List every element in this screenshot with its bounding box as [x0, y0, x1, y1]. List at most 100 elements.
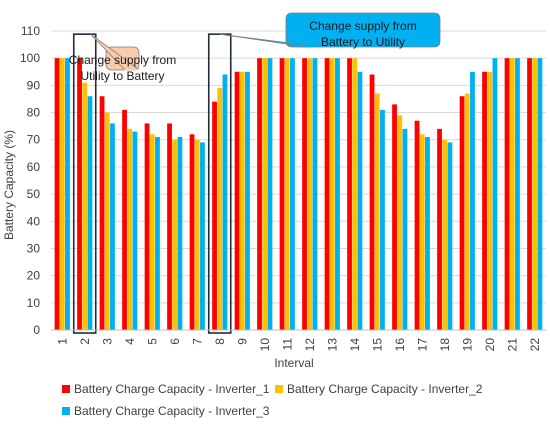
legend-label-3: Battery Charge Capacity - Inverter_3: [74, 404, 270, 418]
bar-series-2-2: [82, 82, 88, 331]
legend-label-1: Battery Charge Capacity - Inverter_1: [74, 382, 270, 396]
bar-series-3-14: [357, 71, 363, 330]
bar-series-1-17: [414, 120, 420, 330]
bar-series-2-15: [374, 93, 380, 330]
y-tick-label: 40: [27, 214, 41, 228]
x-tick-label: 12: [303, 338, 317, 352]
x-tick-label: 13: [325, 338, 339, 352]
x-tick-label: 5: [145, 338, 159, 345]
bar-series-2-22: [532, 58, 538, 330]
bar-series-2-4: [127, 128, 133, 330]
bar-series-2-5: [149, 134, 155, 330]
bar-series-1-1: [54, 58, 60, 330]
x-tick-label: 21: [505, 338, 519, 352]
bar-series-3-13: [335, 58, 340, 330]
bar-series-3-17: [425, 137, 430, 330]
legend-swatch-2: [275, 385, 283, 393]
callout-1: Change supply from Utility to Battery: [69, 33, 176, 83]
bar-series-3-11: [290, 58, 295, 330]
bar-series-3-21: [515, 58, 520, 330]
callout-text: Utility to Battery: [80, 69, 164, 83]
bar-series-2-3: [104, 112, 110, 330]
bar-series-3-1: [65, 58, 70, 330]
x-tick-label: 2: [78, 338, 92, 345]
bar-series-2-21: [509, 58, 515, 330]
callout-text: Change supply from: [69, 53, 176, 67]
bar-series-3-3: [110, 123, 115, 330]
bar-series-2-20: [487, 71, 493, 330]
x-tick-label: 22: [528, 338, 542, 352]
bar-series-1-21: [504, 58, 510, 330]
bar-series-1-22: [527, 58, 532, 330]
x-tick-label: 9: [235, 338, 249, 345]
bar-series-3-4: [132, 131, 138, 330]
bar-series-3-10: [267, 58, 273, 330]
x-tick-label: 11: [280, 338, 294, 351]
bar-series-1-18: [437, 128, 442, 330]
bar-series-3-2: [87, 96, 93, 331]
bar-series-2-10: [262, 58, 268, 330]
bar-series-3-22: [537, 58, 543, 330]
y-axis-ticks: 0 10 20 30 40 50 60 70 80 90 100 110: [20, 24, 40, 337]
bar-series-2-19: [464, 93, 470, 330]
legend-swatch-3: [62, 407, 70, 415]
x-axis-ticks: 1 2 3 4 5 6 7 8 9 10 11 12 13 14 15 16 17 18 19 20 21 22: [55, 338, 542, 352]
bar-series-1-14: [347, 58, 352, 330]
legend-swatch-1: [62, 385, 70, 393]
x-tick-label: 16: [393, 338, 407, 352]
y-tick-label: 110: [21, 24, 40, 38]
bar-series-2-17: [419, 134, 425, 330]
bar-series-2-18: [442, 139, 448, 330]
bar-series-1-20: [482, 71, 487, 330]
bar-series-2-13: [329, 58, 335, 330]
callout-box: [285, 12, 441, 48]
bar-series-2-8: [217, 88, 223, 330]
bar-series-1-3: [99, 96, 105, 331]
bar-series-1-11: [279, 58, 285, 330]
bar-series-2-12: [307, 58, 313, 330]
bar-series-3-12: [312, 58, 318, 330]
y-tick-label: 60: [27, 160, 41, 174]
bar-series-1-5: [144, 123, 150, 330]
x-tick-label: 4: [123, 338, 137, 345]
callout-text: Change supply from: [309, 19, 416, 33]
bar-series-3-20: [492, 58, 498, 330]
bar-series-3-18: [447, 142, 453, 330]
bars: [54, 58, 543, 331]
x-tick-label: 7: [190, 338, 204, 345]
bar-series-1-9: [234, 71, 240, 330]
bar-series-2-16: [397, 115, 403, 330]
x-tick-label: 20: [483, 338, 497, 352]
x-tick-label: 10: [258, 338, 272, 352]
x-tick-label: 14: [348, 338, 362, 352]
y-tick-label: 0: [33, 323, 40, 337]
y-tick-label: 80: [27, 106, 41, 120]
bar-series-1-4: [122, 109, 127, 330]
y-tick-label: 10: [27, 296, 41, 310]
bar-series-3-7: [200, 142, 205, 330]
highlight-box-interval-2: [72, 33, 97, 334]
bar-series-3-16: [402, 128, 408, 330]
bar-series-2-9: [239, 71, 245, 330]
bar-series-1-16: [392, 104, 397, 331]
bar-series-1-10: [257, 58, 262, 330]
bar-series-2-11: [284, 58, 290, 330]
x-tick-label: 1: [55, 338, 69, 345]
bar-series-1-8: [212, 101, 217, 330]
bar-series-2-14: [352, 58, 358, 330]
bar-series-1-13: [324, 58, 330, 330]
y-tick-label: 20: [27, 269, 41, 283]
bar-series-1-19: [459, 96, 465, 331]
x-tick-label: 8: [213, 338, 227, 345]
bar-series-2-7: [194, 139, 200, 330]
bar-series-1-12: [302, 58, 307, 330]
bar-series-3-6: [177, 137, 183, 330]
x-tick-label: 15: [370, 338, 384, 352]
legend: Battery Charge Capacity - Inverter_1 Batt…: [62, 382, 483, 418]
bar-series-3-19: [470, 71, 475, 330]
bar-series-2-6: [172, 139, 178, 330]
bar-series-3-8: [222, 74, 228, 330]
bar-series-1-2: [77, 58, 82, 330]
